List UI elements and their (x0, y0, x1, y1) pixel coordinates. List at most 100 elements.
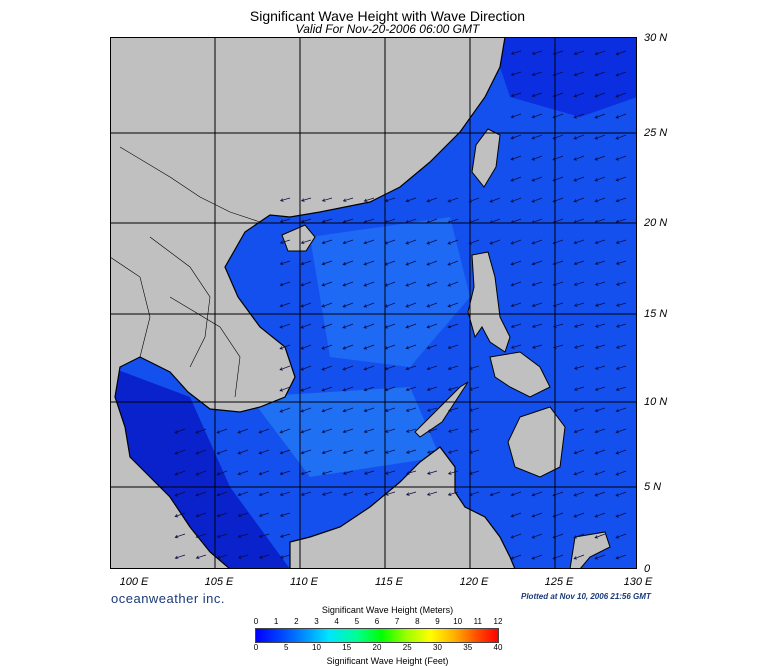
wave-direction-arrow-icon (237, 428, 249, 434)
colorbar-feet-tick: 15 (342, 643, 352, 652)
wave-direction-arrow-icon (426, 281, 438, 287)
wave-direction-arrow-icon (363, 365, 375, 371)
wave-direction-arrow-icon (531, 92, 543, 98)
wave-direction-arrow-icon (531, 176, 543, 182)
lat-label: 20 N (644, 217, 668, 229)
wave-direction-arrow-icon (573, 302, 585, 307)
colorbar-feet-tick: 30 (433, 643, 442, 652)
wave-direction-arrow-icon (405, 365, 417, 371)
brand-logo-text: oceanweather inc. (111, 591, 226, 606)
wave-direction-arrow-icon (195, 512, 207, 518)
wave-direction-arrow-icon (447, 470, 459, 475)
wave-direction-arrow-icon (615, 239, 627, 244)
wave-direction-arrow-icon (427, 449, 438, 454)
wave-direction-arrow-icon (384, 197, 396, 203)
wave-direction-arrow-icon (552, 344, 564, 349)
wave-direction-arrow-icon (594, 407, 606, 413)
wave-map (110, 37, 637, 569)
wave-direction-arrow-icon (468, 239, 480, 245)
lon-label: 120 E (459, 576, 489, 588)
wave-direction-arrow-icon (447, 386, 459, 391)
wave-direction-arrow-icon (615, 113, 627, 119)
wave-direction-arrow-icon (489, 218, 501, 224)
wave-direction-arrow-icon (405, 281, 417, 287)
wave-direction-arrow-icon (531, 554, 543, 560)
wave-direction-arrow-icon (363, 260, 375, 266)
wave-direction-arrow-icon (552, 176, 564, 182)
wave-direction-arrow-icon (573, 218, 585, 224)
wave-direction-arrow-icon (594, 134, 606, 140)
wave-direction-arrow-icon (510, 302, 522, 308)
wave-direction-arrow-icon (552, 239, 564, 245)
wave-direction-arrow-icon (531, 491, 543, 497)
wave-direction-arrow-icon (594, 428, 606, 434)
wave-direction-arrow-icon (510, 71, 522, 76)
wave-direction-arrow-icon (321, 407, 333, 413)
wave-direction-arrow-icon (615, 176, 627, 182)
wave-direction-arrow-icon (573, 50, 585, 56)
wave-direction-arrow-icon (552, 533, 564, 539)
wave-direction-arrow-icon (615, 302, 627, 307)
colorbar-feet-tick: 35 (463, 643, 473, 652)
wave-direction-arrow-icon (321, 260, 333, 266)
wave-direction-arrow-icon (174, 491, 186, 497)
map-title: Significant Wave Height with Wave Direct… (249, 8, 526, 24)
borneo-island (289, 446, 516, 569)
wave-direction-arrow-icon (342, 281, 354, 287)
wave-direction-arrow-icon (552, 281, 564, 286)
wave-direction-arrow-icon (321, 302, 333, 308)
wave-direction-arrow-icon (363, 407, 375, 413)
wave-direction-arrow-icon (216, 533, 228, 538)
wave-direction-arrow-icon (342, 260, 354, 266)
wave-direction-arrow-icon (363, 386, 375, 392)
wave-direction-arrow-icon (489, 491, 501, 497)
wave-direction-arrow-icon (594, 113, 606, 119)
wave-direction-arrow-icon (594, 554, 606, 560)
wave-direction-arrow-icon (552, 197, 564, 203)
wave-direction-arrow-icon (531, 533, 543, 539)
wave-direction-arrow-icon (300, 470, 312, 475)
wave-direction-arrow-icon (384, 344, 396, 350)
wave-direction-arrow-icon (363, 470, 375, 475)
wave-direction-arrow-icon (615, 491, 627, 497)
wave-direction-arrow-icon (573, 197, 585, 203)
wave-direction-arrow-icon (531, 197, 543, 203)
wave-direction-arrow-icon (426, 302, 438, 308)
wave-direction-arrow-icon (615, 470, 627, 476)
wave-direction-arrow-icon (510, 344, 522, 349)
wave-direction-arrow-icon (384, 407, 396, 412)
wave-direction-arrow-icon (426, 428, 438, 433)
wave-direction-arrow-icon (447, 239, 459, 245)
wave-direction-arrow-icon (342, 470, 354, 475)
wave-direction-arrow-icon (426, 491, 438, 496)
wave-direction-arrow-icon (174, 512, 186, 518)
wave-direction-arrow-icon (531, 113, 543, 119)
colorbar-meter-tick: 8 (415, 617, 420, 626)
wave-direction-arrow-icon (552, 218, 564, 224)
wave-direction-arrow-icon (594, 218, 606, 224)
wave-direction-arrow-icon (552, 113, 564, 119)
wave-direction-arrow-icon (237, 533, 249, 538)
wave-direction-arrow-icon (573, 470, 585, 476)
wave-direction-arrow-icon (447, 428, 459, 433)
wave-direction-arrow-icon (300, 302, 312, 308)
wave-direction-arrow-icon (342, 386, 354, 392)
wave-direction-arrow-icon (279, 554, 291, 559)
wave-direction-arrow-icon (510, 554, 522, 560)
wave-direction-arrow-icon (510, 50, 522, 55)
wave-direction-arrow-icon (300, 218, 312, 223)
wave-direction-arrow-icon (573, 323, 585, 328)
wave-direction-arrow-icon (279, 281, 291, 287)
wave-direction-arrow-icon (195, 428, 207, 434)
wave-direction-arrow-icon (531, 260, 543, 266)
wave-direction-arrow-icon (573, 428, 585, 434)
wave-direction-arrow-icon (594, 491, 606, 497)
wave-direction-arrow-icon (615, 428, 627, 434)
wave-direction-arrow-icon (279, 344, 291, 350)
wave-direction-arrow-icon (531, 281, 543, 287)
wave-direction-arrow-icon (216, 428, 228, 434)
wave-direction-arrow-icon (489, 197, 501, 203)
wave-direction-arrow-icon (552, 554, 564, 560)
wave-direction-arrow-icon (531, 71, 543, 76)
wave-direction-arrow-icon (321, 365, 333, 371)
